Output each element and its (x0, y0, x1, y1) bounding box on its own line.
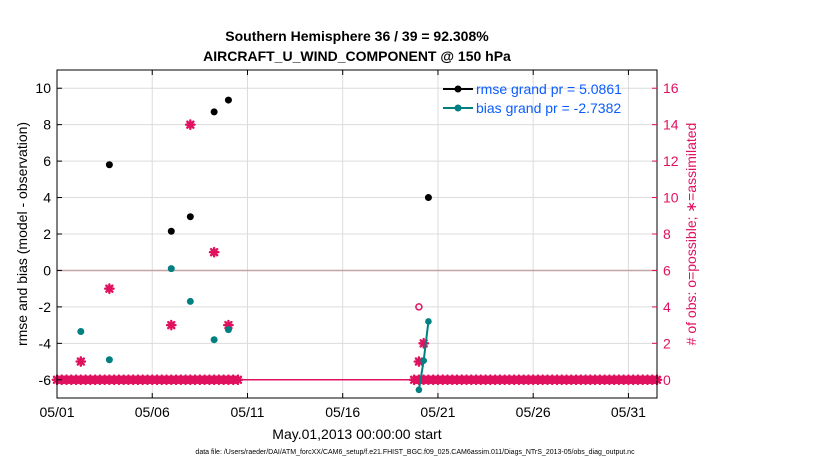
assimilated-count-marker (208, 246, 220, 258)
star-stroke (105, 284, 114, 293)
bias-point (420, 357, 427, 364)
rmse-point (424, 194, 432, 202)
possible-count-marker (415, 303, 423, 311)
y-left-tick-label: 6 (43, 153, 51, 169)
assimilated-count-marker (75, 356, 87, 367)
assimilated-count-marker (184, 119, 196, 131)
bias-point (77, 327, 85, 335)
star-stroke (186, 120, 195, 129)
y-right-tick-label: 12 (663, 153, 679, 169)
y-left-tick-label: -6 (39, 372, 52, 388)
rmse-point (224, 96, 232, 104)
y-left-tick-label: -4 (39, 335, 52, 351)
bias-point (224, 326, 232, 334)
bias-point (425, 318, 432, 325)
x-axis-ticks: 05/01 05/06 05/11 05/16 05/21 05/26 05/31 (39, 70, 646, 420)
y-left-axis-ticks: -6 -4 -2 0 2 4 6 8 10 (35, 80, 62, 388)
y-left-tick-label: 10 (35, 80, 51, 96)
x-axis-label: May.01,2013 00:00:00 start (272, 426, 442, 442)
rmse-point (167, 227, 175, 235)
rmse-point (186, 213, 194, 221)
baseline-count-markers (51, 374, 663, 386)
assimilated-count-marker (165, 319, 177, 331)
y-left-tick-label: 0 (43, 262, 51, 278)
bias-point (167, 265, 175, 273)
footer-data-file: data file: /Users/raeder/DAI/ATM_forcXX/… (195, 449, 635, 456)
y-right-axis-label: # of obs: o=possible; ∗=assimilated (683, 123, 699, 346)
y-right-tick-label: 6 (663, 262, 671, 278)
x-tick-label: 05/26 (516, 404, 551, 420)
x-tick-label: 05/01 (39, 404, 74, 420)
y-left-tick-label: 8 (43, 117, 51, 133)
bias-point (210, 336, 218, 344)
y-right-axis-ticks: 0 2 4 6 8 10 12 14 16 (652, 80, 679, 388)
y-right-tick-label: 2 (663, 335, 671, 351)
star-stroke (76, 357, 86, 366)
grid-lines (56, 70, 657, 398)
y-left-tick-label: 4 (43, 190, 51, 206)
chart-title-line2: AIRCRAFT_U_WIND_COMPONENT @ 150 hPa (203, 48, 511, 64)
chart-title-line1: Southern Hemisphere 36 / 39 = 92.308% (225, 28, 489, 44)
legend-rmse-marker (454, 85, 462, 93)
x-tick-label: 05/16 (325, 404, 360, 420)
bias-point (186, 297, 194, 305)
legend-bias-label: bias grand pr = -2.7382 (476, 100, 621, 116)
bias-point (105, 356, 113, 364)
x-tick-label: 05/21 (420, 404, 455, 420)
star-stroke (209, 247, 219, 257)
y-right-tick-label: 4 (663, 299, 671, 315)
data-marks (75, 96, 432, 394)
rmse-point (210, 108, 218, 116)
legend-rmse-label: rmse grand pr = 5.0861 (476, 81, 622, 97)
y-right-tick-label: 10 (663, 190, 679, 206)
legend-bias-marker (454, 104, 462, 112)
assimilated-count-marker (103, 283, 115, 295)
rmse-point (105, 161, 113, 169)
y-left-axis-label: rmse and bias (model - observation) (14, 122, 30, 346)
x-tick-label: 05/06 (135, 404, 170, 420)
y-left-tick-label: 2 (43, 226, 51, 242)
legend: rmse grand pr = 5.0861 bias grand pr = -… (443, 81, 622, 116)
y-left-tick-label: -2 (39, 299, 52, 315)
y-right-tick-label: 8 (663, 226, 671, 242)
x-tick-label: 05/11 (230, 404, 264, 420)
x-tick-label: 05/31 (611, 404, 646, 420)
y-right-tick-label: 14 (663, 117, 679, 133)
y-right-tick-label: 0 (663, 372, 671, 388)
y-right-tick-label: 16 (663, 80, 679, 96)
bias-point (415, 386, 423, 394)
star-stroke (167, 320, 176, 330)
